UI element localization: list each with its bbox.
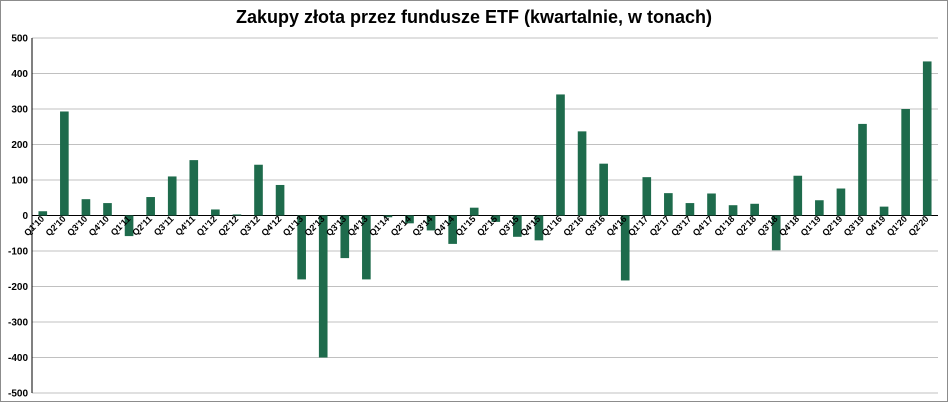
y-tick-label: -400 bbox=[8, 353, 28, 364]
bar bbox=[275, 184, 285, 216]
x-tick-label: Q1'17 bbox=[626, 214, 650, 238]
x-tick-label: Q2'11 bbox=[130, 214, 154, 238]
y-tick-label: -100 bbox=[8, 247, 28, 258]
bar bbox=[556, 94, 565, 216]
bar bbox=[254, 164, 263, 216]
bar bbox=[448, 215, 457, 244]
bar bbox=[146, 197, 155, 216]
bar bbox=[771, 215, 781, 251]
bar bbox=[750, 203, 759, 216]
bar bbox=[599, 163, 608, 216]
bar bbox=[383, 215, 393, 218]
bar bbox=[340, 215, 350, 259]
x-tick-label: Q4'10 bbox=[87, 214, 111, 238]
x-tick-label: Q2'15 bbox=[475, 214, 499, 238]
chart-title: Zakupy złota przez fundusze ETF (kwartal… bbox=[235, 7, 713, 27]
x-tick-label: Q2'19 bbox=[820, 214, 844, 238]
bar bbox=[513, 215, 522, 237]
bar bbox=[728, 205, 738, 216]
bar bbox=[707, 193, 716, 216]
x-tick-label: Q2'10 bbox=[44, 214, 68, 238]
y-tick-label: 400 bbox=[11, 69, 28, 80]
x-tick-label: Q3'16 bbox=[583, 214, 607, 238]
x-tick-label: Q2'18 bbox=[734, 214, 758, 238]
x-tick-label: Q4'19 bbox=[863, 214, 887, 238]
y-tick-label: 0 bbox=[22, 211, 28, 222]
bar bbox=[103, 203, 112, 216]
bar bbox=[211, 209, 220, 216]
bar bbox=[858, 123, 867, 216]
x-tick-label: Q4'18 bbox=[777, 214, 801, 238]
bar bbox=[167, 176, 177, 216]
x-tick-label: Q3'11 bbox=[152, 214, 176, 238]
x-tick-label: Q1'12 bbox=[195, 214, 219, 238]
y-tick-label: 200 bbox=[11, 140, 28, 151]
y-tick-label: 100 bbox=[11, 176, 28, 187]
y-tick-label: 300 bbox=[11, 105, 28, 116]
bar bbox=[362, 215, 371, 280]
bar bbox=[38, 211, 48, 216]
x-tick-label: Q1'18 bbox=[712, 214, 736, 238]
x-tick-label: Q2'17 bbox=[648, 214, 672, 238]
x-tick-label: Q2'12 bbox=[216, 214, 240, 238]
x-tick-label: Q2'16 bbox=[561, 214, 585, 238]
bar bbox=[124, 215, 134, 237]
bar bbox=[879, 206, 889, 216]
x-tick-label: Q1'20 bbox=[885, 214, 909, 238]
bar bbox=[60, 111, 69, 216]
bar bbox=[318, 215, 328, 358]
y-axis-labels: 500 400 300 200 100 0 -100 -200 -300 -400 -500 bbox=[8, 34, 28, 400]
x-tick-label: Q4'17 bbox=[691, 214, 715, 238]
bar bbox=[189, 160, 199, 216]
x-tick-label: Q2'14 bbox=[389, 214, 413, 238]
x-tick-label: Q3'19 bbox=[842, 214, 866, 238]
grid-lines bbox=[32, 37, 938, 394]
bar bbox=[922, 61, 932, 216]
bar bbox=[577, 131, 587, 216]
x-tick-label: Q1'19 bbox=[799, 214, 823, 238]
x-tick-label: Q3'17 bbox=[669, 214, 693, 238]
bar bbox=[664, 193, 673, 216]
x-tick-label: Q4'11 bbox=[173, 214, 197, 238]
x-tick-label: Q3'10 bbox=[65, 214, 89, 238]
y-tick-label: 500 bbox=[11, 34, 28, 45]
y-tick-label: -500 bbox=[8, 389, 28, 400]
y-tick-label: -200 bbox=[8, 282, 28, 293]
x-tick-label: Q3'12 bbox=[238, 214, 262, 238]
x-tick-label: Q4'12 bbox=[259, 214, 283, 238]
bar bbox=[836, 188, 846, 216]
bar bbox=[297, 215, 306, 280]
y-tick-label: -300 bbox=[8, 318, 28, 329]
bar bbox=[405, 215, 414, 224]
bar bbox=[901, 109, 910, 216]
bar-series bbox=[38, 61, 932, 358]
bar bbox=[793, 175, 803, 216]
x-axis-labels: Q1'10Q2'10Q3'10Q4'10Q1'11Q2'11Q3'11Q4'11… bbox=[22, 214, 931, 238]
x-tick-label: Q2'20 bbox=[906, 214, 930, 238]
bar bbox=[491, 215, 501, 222]
x-tick-label: Q1'14 bbox=[367, 214, 391, 238]
bar bbox=[81, 199, 91, 216]
bar bbox=[815, 200, 824, 216]
bar bbox=[642, 177, 652, 216]
bar bbox=[620, 215, 630, 281]
bar bbox=[469, 207, 479, 216]
x-tick-label: Q1'15 bbox=[453, 214, 477, 238]
bar bbox=[232, 214, 242, 216]
x-tick-label: Q1'16 bbox=[540, 214, 564, 238]
bar bbox=[685, 203, 695, 216]
bar bbox=[534, 215, 544, 241]
bar bbox=[426, 215, 436, 231]
